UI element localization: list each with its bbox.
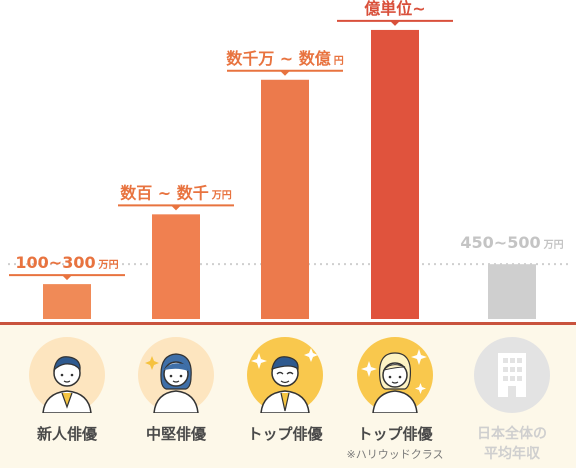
bar-1 (43, 284, 91, 319)
sparkle-star-icon (357, 337, 433, 413)
value-label-unit: 円 (334, 55, 344, 67)
category-label-5: 日本全体の (452, 423, 572, 443)
category-label-5: 平均年収 (452, 443, 572, 463)
category-label-1: 新人俳優 (7, 423, 127, 444)
label-pointer-2 (171, 205, 181, 210)
woman-icon (138, 337, 214, 413)
value-label-5: 450~500 万円 (460, 233, 563, 252)
bar-2 (152, 214, 200, 319)
category-label-4: トップ俳優 (335, 423, 455, 444)
category-sublabel-4: ※ハリウッドクラス (325, 446, 465, 462)
businessman-icon (29, 337, 105, 413)
value-label-2: 数百 ~ 数千 万円 (120, 183, 232, 202)
value-label-3: 数千万 ~ 数億円 (226, 49, 344, 68)
value-label-main: 億単位~ (364, 0, 425, 18)
category-label-2: 中堅俳優 (116, 423, 236, 444)
label-pointer-3 (280, 71, 290, 76)
label-pointer-1 (62, 275, 72, 280)
value-label-unit: 万円 (98, 259, 119, 271)
sparkle-businessman-icon (247, 337, 323, 413)
value-label-main: 数千万 ~ 数億 (226, 49, 331, 68)
category-panel: 新人俳優 中堅俳優 トップ俳優 トップ俳優 ※ハリウッドクラス 日本全体の 平均年収 (0, 322, 576, 468)
value-label-unit: 万円 (211, 189, 232, 201)
building-icon (474, 337, 550, 413)
bar-4 (371, 30, 419, 319)
value-label-main: 450~500 (460, 233, 540, 252)
value-label-main: 数百 ~ 数千 (120, 183, 209, 202)
value-label-4: 億単位~ (364, 0, 425, 18)
category-label-3: トップ俳優 (225, 423, 345, 444)
bar-5 (488, 264, 536, 319)
value-label-1: 100~300 万円 (15, 253, 118, 272)
value-label-unit: 万円 (543, 239, 564, 251)
bar-3 (261, 80, 309, 319)
label-pointer-4 (390, 21, 400, 26)
plot-area: 100~300 万円 数百 ~ 数千 万円 数千万 ~ 数億円億単位~ 450~500 万円 (0, 0, 576, 322)
value-label-main: 100~300 (15, 253, 95, 272)
